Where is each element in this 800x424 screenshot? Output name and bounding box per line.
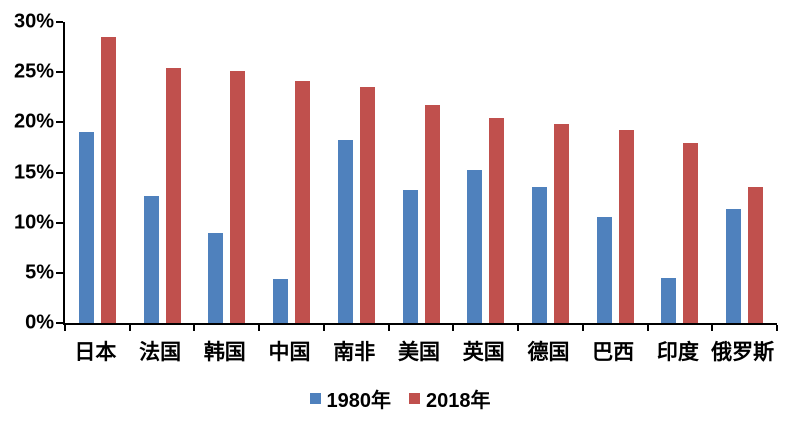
x-tick-label: 美国 xyxy=(398,341,440,364)
legend-swatch-1980-icon xyxy=(309,393,321,404)
bar xyxy=(100,37,116,323)
bar xyxy=(683,143,699,323)
x-axis-tick xyxy=(322,325,325,331)
x-axis-tick xyxy=(128,325,131,331)
x-tick-label: 南非 xyxy=(333,341,376,364)
y-axis-tick xyxy=(56,322,63,324)
legend-item-2018: 2018年 xyxy=(409,384,491,413)
y-axis-labels: 0% 5% 10% 15% 20% 25% 30% xyxy=(0,0,54,424)
bar xyxy=(748,186,764,323)
y-tick-label: 5% xyxy=(25,261,54,284)
y-tick-label: 30% xyxy=(13,10,54,33)
x-axis-tick xyxy=(711,325,714,331)
bar xyxy=(337,140,353,323)
y-tick-label: 15% xyxy=(13,161,54,183)
legend-swatch-2018-icon xyxy=(409,393,420,404)
bar xyxy=(208,232,224,323)
y-axis-tick xyxy=(56,71,63,74)
bar xyxy=(402,189,418,323)
legend: 1980年 2018年 xyxy=(0,384,800,413)
x-tick-label: 日本 xyxy=(74,341,117,364)
bar xyxy=(273,278,289,323)
y-axis-tick xyxy=(56,271,63,274)
y-axis-tick xyxy=(56,121,63,124)
y-tick-label: 10% xyxy=(13,211,54,234)
y-axis-tick xyxy=(56,21,63,23)
x-tick-label: 俄罗斯 xyxy=(711,341,775,364)
legend-label-1980: 1980年 xyxy=(326,390,392,412)
x-axis-tick xyxy=(64,325,66,331)
bar xyxy=(424,105,440,323)
bar xyxy=(618,130,634,323)
y-tick-label: 0% xyxy=(25,311,54,334)
x-axis-tick xyxy=(387,325,390,331)
bar xyxy=(143,195,159,323)
plot-area xyxy=(56,21,778,331)
bar xyxy=(596,216,612,323)
bar xyxy=(531,186,547,323)
bar xyxy=(661,277,677,323)
x-axis-labels: 日本 法国 韩国 中国 南非 美国 英国 德国 巴西 印度 俄罗斯 xyxy=(63,336,777,366)
x-axis-tick xyxy=(581,325,584,331)
y-tick-label: 20% xyxy=(13,110,54,133)
x-axis-tick xyxy=(193,325,196,331)
bar xyxy=(467,169,483,323)
legend-label-2018: 2018年 xyxy=(426,390,491,412)
bar xyxy=(230,71,246,323)
x-tick-label: 法国 xyxy=(139,341,182,364)
bar xyxy=(726,208,742,323)
x-axis-tick xyxy=(646,325,649,331)
y-axis-tick xyxy=(56,221,63,224)
bar xyxy=(553,124,569,323)
x-tick-label: 德国 xyxy=(527,341,570,364)
bar xyxy=(489,118,505,323)
x-tick-label: 英国 xyxy=(462,341,505,364)
x-axis-tick xyxy=(452,325,455,331)
y-tick-label: 25% xyxy=(13,60,54,83)
legend-item-1980: 1980年 xyxy=(309,384,392,413)
bar xyxy=(295,81,311,323)
x-tick-label: 韩国 xyxy=(203,341,246,364)
x-tick-label: 中国 xyxy=(268,341,311,364)
x-axis-tick xyxy=(517,325,520,331)
x-axis-tick xyxy=(258,325,261,331)
bar xyxy=(78,132,94,323)
bar xyxy=(165,68,181,323)
x-tick-label: 印度 xyxy=(656,341,699,364)
x-axis-tick xyxy=(776,325,778,331)
x-tick-label: 巴西 xyxy=(592,341,635,364)
bar xyxy=(359,87,375,323)
y-axis-tick xyxy=(56,171,63,174)
